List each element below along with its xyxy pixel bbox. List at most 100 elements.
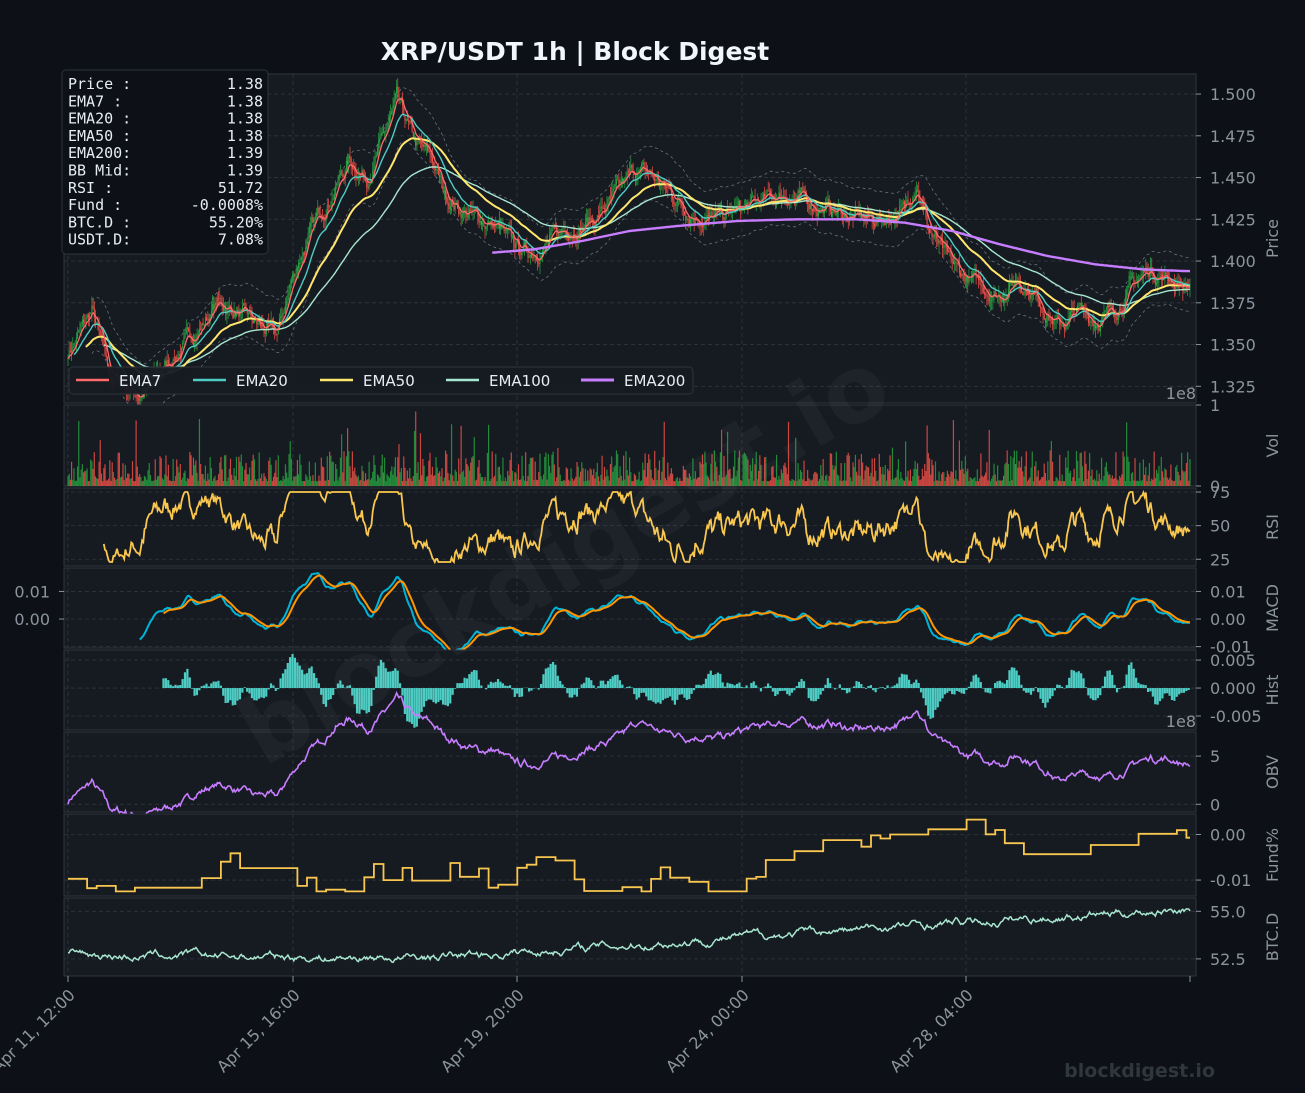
hist-bar <box>403 688 406 715</box>
candle-body <box>907 199 909 204</box>
candle-body <box>311 217 313 224</box>
hist-bar <box>953 688 956 695</box>
volume-bar <box>1126 422 1128 486</box>
info-label-6: RSI : <box>68 179 113 197</box>
volume-bar <box>802 479 804 486</box>
hist-bar <box>731 684 734 689</box>
candle-body <box>307 232 309 241</box>
candle-body <box>621 178 623 184</box>
candle-body <box>203 324 205 325</box>
volume-bar <box>559 474 561 486</box>
volume-bar <box>658 460 661 486</box>
hist-bar <box>637 688 641 698</box>
volume-bar <box>332 461 334 486</box>
volume-bar <box>900 471 902 486</box>
candle-body <box>330 205 332 207</box>
candle-body <box>583 227 585 229</box>
volume-bar <box>961 460 963 486</box>
candle-body <box>1049 319 1051 321</box>
candle-body <box>273 326 275 328</box>
candle-body <box>256 320 258 325</box>
volume-bar <box>502 457 504 486</box>
hist-bar <box>267 688 270 690</box>
volume-bar <box>572 480 575 486</box>
hist-bar <box>962 688 966 694</box>
volume-bar <box>165 455 167 486</box>
volume-bar <box>240 454 242 486</box>
hist-bar <box>456 683 459 689</box>
candle-body <box>301 255 303 262</box>
candle-body <box>1130 276 1132 278</box>
volume-bar <box>286 472 288 486</box>
candle-body <box>602 208 604 209</box>
hist-bar <box>401 688 404 696</box>
volume-bar <box>1154 478 1156 486</box>
candle-body <box>208 318 210 323</box>
volume-bar <box>1024 466 1026 486</box>
candle-body <box>954 262 956 265</box>
candle-body <box>958 264 960 273</box>
candle-body <box>400 97 402 99</box>
hist-bar <box>487 684 490 689</box>
hist-bar <box>977 677 980 689</box>
hist-bar <box>695 684 698 689</box>
volume-bar <box>994 474 996 486</box>
hist-bar <box>1017 675 1021 689</box>
volume-bar <box>1106 471 1109 486</box>
volume-bar <box>987 480 989 486</box>
candle-body <box>666 186 668 188</box>
hist-bar <box>1070 669 1073 689</box>
candle-body <box>617 179 619 181</box>
volume-bar <box>67 476 69 486</box>
candle-body <box>93 307 95 319</box>
hist-bar <box>876 688 880 689</box>
volume-bar <box>489 480 491 486</box>
candle-body <box>966 275 968 281</box>
hist-bar <box>869 685 872 689</box>
volume-bar <box>685 470 687 486</box>
hist-bar <box>284 669 287 689</box>
candle-body <box>387 123 389 128</box>
hist-bar <box>848 688 851 693</box>
hist-bar <box>394 668 397 689</box>
hist-bar <box>879 687 882 689</box>
hist-bar <box>506 685 509 689</box>
hist-bar <box>826 678 829 689</box>
volume-bar <box>86 468 88 486</box>
candle-body <box>204 317 206 325</box>
candle-body <box>350 158 352 165</box>
candle-body <box>1086 316 1088 318</box>
candle-body <box>365 178 367 182</box>
candle-body <box>1109 303 1111 308</box>
candle-body <box>80 324 82 328</box>
candle-body <box>607 198 609 205</box>
candle-body <box>373 162 375 171</box>
volume-bar <box>122 463 124 486</box>
candle-body <box>915 189 917 195</box>
volume-bar <box>368 461 370 486</box>
info-value-8: 55.20% <box>209 213 263 231</box>
volume-bar <box>796 480 798 486</box>
volume-bar <box>155 479 158 486</box>
volume-bar <box>74 480 76 486</box>
volume-bar <box>1187 452 1189 486</box>
volume-bar <box>897 458 900 486</box>
volume-bar <box>121 476 123 486</box>
candle-body <box>1148 272 1150 277</box>
candle-body <box>1078 304 1080 307</box>
volume-bar <box>265 478 267 486</box>
candle-body <box>164 360 166 367</box>
hist-bar <box>783 688 786 691</box>
hist-bar <box>1005 679 1009 689</box>
volume-bar <box>991 478 993 486</box>
volume-bar <box>662 456 664 486</box>
volume-bar <box>772 465 774 486</box>
volume-bar <box>672 473 674 486</box>
ema7-line <box>67 98 1191 398</box>
volume-bar <box>1090 476 1092 486</box>
candle-body <box>335 185 337 195</box>
hist-bar <box>1015 670 1018 689</box>
volume-bar <box>602 479 604 486</box>
candle-body <box>648 173 650 175</box>
candle-body <box>582 226 584 228</box>
